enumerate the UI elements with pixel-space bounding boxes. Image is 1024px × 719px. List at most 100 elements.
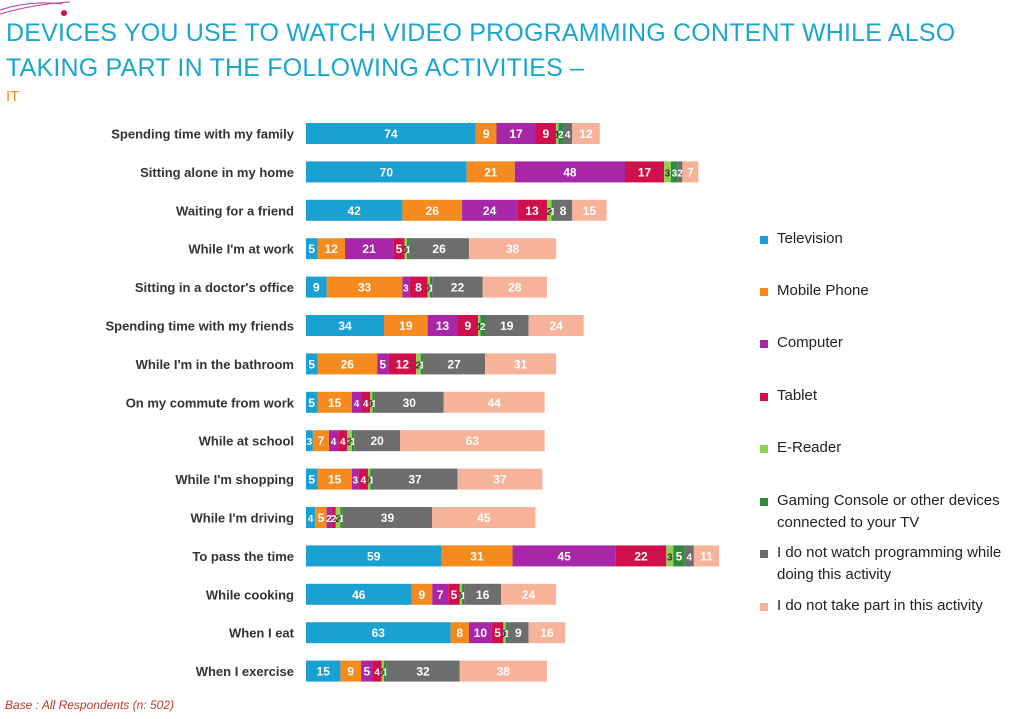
bar-segment (416, 353, 421, 375)
category-label: When I exercise (196, 664, 294, 679)
data-label: 8 (456, 626, 463, 640)
data-label: 26 (432, 242, 446, 256)
data-label: 21 (362, 242, 376, 256)
data-label: 9 (464, 319, 471, 333)
data-label: 33 (358, 281, 372, 295)
bar-segment (528, 622, 566, 644)
bar-segment (400, 430, 545, 452)
data-label: 63 (372, 626, 386, 640)
bar-segment (306, 315, 385, 336)
data-label: 1 (366, 476, 372, 487)
bar-segment (462, 583, 465, 605)
data-label: 5 (308, 242, 315, 256)
bar-segment (381, 660, 385, 682)
bar-segment (386, 660, 460, 682)
data-label: 11 (700, 549, 713, 563)
bar-segment (388, 353, 417, 375)
data-label: 1 (502, 629, 508, 640)
data-label: 1 (380, 668, 386, 679)
data-label: 7 (437, 588, 444, 602)
chart-subtitle: IT (6, 88, 20, 105)
bar-segment (306, 622, 451, 644)
data-label: 4 (565, 130, 571, 141)
category-label: Sitting alone in my home (140, 165, 294, 180)
legend-swatch (760, 445, 768, 453)
data-label: 12 (396, 357, 410, 371)
data-label: 20 (370, 434, 384, 448)
legend-swatch (760, 236, 768, 244)
bar-segment (572, 123, 600, 144)
bar-segment (441, 545, 513, 567)
bar-segment (317, 468, 352, 490)
data-label: 12 (579, 127, 593, 141)
bar-segment (466, 161, 515, 183)
bar-segment (361, 660, 373, 682)
bar-segment (432, 507, 536, 528)
bar-segment (312, 430, 329, 452)
bar-segment (306, 545, 442, 567)
data-label: 12 (325, 242, 339, 256)
data-label: 2 (546, 207, 552, 218)
data-label: 3 (403, 284, 409, 295)
data-label: 24 (483, 204, 497, 218)
legend-label: I do not take part in this activity (777, 597, 983, 614)
bar-segment (448, 583, 460, 605)
data-label: 1 (369, 476, 375, 487)
bar-segment (409, 276, 428, 298)
data-label: 2 (347, 437, 353, 448)
category-label: While I'm in the bathroom (136, 357, 294, 372)
bar-segment (485, 315, 529, 336)
bar-segment (551, 199, 554, 221)
legend-label: Tablet (777, 387, 818, 404)
data-label: 19 (399, 319, 413, 333)
data-label: 45 (558, 549, 572, 563)
bar-segment (372, 660, 382, 682)
bar-segment (507, 622, 529, 644)
data-label: 32 (416, 665, 430, 679)
data-label: 22 (451, 281, 465, 295)
data-label: 3 (667, 552, 673, 563)
bar-segment (384, 660, 387, 682)
bar-segment (664, 161, 671, 183)
bar-segment (475, 123, 497, 144)
bar-segment (351, 430, 355, 452)
bar-segment (317, 353, 378, 375)
decorative-curves (0, 1, 71, 16)
data-label: 10 (474, 626, 488, 640)
bar-segment (372, 391, 375, 413)
data-label: 37 (408, 473, 422, 487)
bar-segment (482, 276, 547, 298)
data-label: 2 (677, 168, 683, 179)
bar-segment (478, 315, 481, 336)
data-label: 46 (352, 588, 366, 602)
bar-segment (432, 276, 483, 298)
category-label: While at school (199, 434, 294, 449)
data-label: 1 (550, 207, 556, 218)
data-label: 27 (447, 357, 461, 371)
data-label: 1 (369, 399, 375, 410)
bar-segment (491, 622, 504, 644)
data-label: 3 (672, 168, 678, 179)
data-label: 16 (540, 626, 554, 640)
bar-segment (462, 199, 518, 221)
legend-label: Gaming Console or other devices connecte… (777, 492, 1000, 531)
bar-segment (468, 238, 557, 260)
bar-segment (384, 315, 428, 336)
data-label: 5 (308, 396, 315, 410)
bar-segment (328, 430, 339, 452)
data-label: 3 (307, 437, 313, 448)
bar-segment (338, 430, 348, 452)
bar-segment (347, 430, 352, 452)
data-label: 9 (313, 281, 320, 295)
data-label: 4 (340, 437, 346, 448)
bar-segment (514, 161, 626, 183)
data-label: 2 (331, 514, 337, 525)
data-label: 34 (338, 319, 352, 333)
legend-label: I do not watch programming while doing t… (777, 544, 1002, 583)
bar-segment (358, 468, 368, 490)
bar-segment (361, 391, 371, 413)
data-label: 30 (403, 396, 417, 410)
data-label: 1 (555, 130, 561, 141)
data-label: 5 (318, 511, 325, 525)
bar-segment (505, 622, 508, 644)
